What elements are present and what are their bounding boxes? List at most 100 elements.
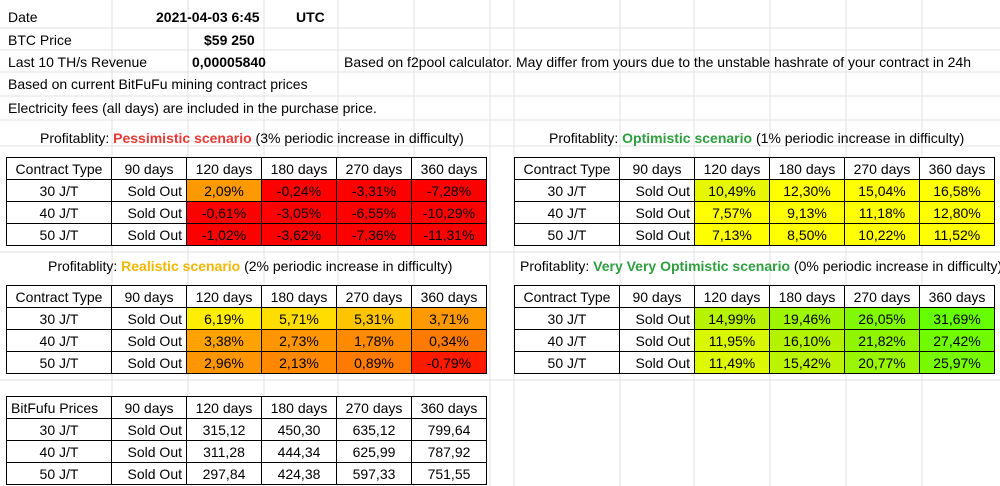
sold-out-cell: Sold Out <box>619 179 695 202</box>
profit-cell: 8,50% <box>769 223 845 246</box>
profit-cell: 26,05% <box>844 307 920 330</box>
btc-price-label: BTC Price <box>8 32 72 48</box>
col-120-days: 120 days <box>186 396 262 419</box>
optimistic-table: Contract Type 90 days 120 days 180 days … <box>514 157 995 246</box>
pessimistic-title: Profitablity: Pessimistic scenario (3% p… <box>40 128 464 148</box>
profit-cell: -3,05% <box>261 201 337 224</box>
contract-type-cell: 50 J/T <box>514 223 620 246</box>
revenue-label: Last 10 TH/s Revenue <box>8 54 148 70</box>
title-suffix: (2% periodic increase in difficulty) <box>240 258 453 274</box>
col-contract-type: Contract Type <box>514 157 620 180</box>
price-cell: 311,28 <box>186 440 262 463</box>
sold-out-cell: Sold Out <box>619 201 695 224</box>
price-cell: 315,12 <box>186 418 262 441</box>
profit-cell: 6,19% <box>186 307 262 330</box>
col-90-days: 90 days <box>111 285 187 308</box>
contract-type-cell: 40 J/T <box>6 440 112 463</box>
profit-cell: 11,49% <box>694 351 770 374</box>
profit-cell: 31,69% <box>919 307 995 330</box>
realistic-title: Profitablity: Realistic scenario (2% per… <box>48 256 452 276</box>
profit-cell: -3,31% <box>336 179 412 202</box>
revenue-note: Based on f2pool calculator. May differ f… <box>344 54 971 70</box>
profit-cell: 5,71% <box>261 307 337 330</box>
col-270-days: 270 days <box>336 396 412 419</box>
price-cell: 787,92 <box>411 440 487 463</box>
contract-type-cell: 40 J/T <box>6 201 112 224</box>
table-row: 30 J/T Sold Out 2,09% -0,24% -3,31% -7,2… <box>6 179 487 202</box>
table-header-row: Contract Type 90 days 120 days 180 days … <box>6 157 487 180</box>
title-prefix: Profitablity: <box>40 130 114 146</box>
profit-cell: 27,42% <box>919 329 995 352</box>
col-360-days: 360 days <box>411 396 487 419</box>
profit-cell: 11,18% <box>844 201 920 224</box>
profit-cell: 12,30% <box>769 179 845 202</box>
table-header-row: Contract Type 90 days 120 days 180 days … <box>514 285 995 308</box>
contract-type-cell: 30 J/T <box>514 307 620 330</box>
col-90-days: 90 days <box>619 285 695 308</box>
col-90-days: 90 days <box>619 157 695 180</box>
title-prefix: Profitablity: <box>549 130 623 146</box>
sold-out-cell: Sold Out <box>111 307 187 330</box>
profit-cell: -10,29% <box>411 201 487 224</box>
prices-table: BitFufu Prices 90 days 120 days 180 days… <box>6 396 487 485</box>
profit-cell: -3,62% <box>261 223 337 246</box>
very-optimistic-title: Profitablity: Very Very Optimistic scena… <box>520 256 1000 276</box>
profit-cell: -0,24% <box>261 179 337 202</box>
table-row: 50 J/T Sold Out 7,13% 8,50% 10,22% 11,52… <box>514 223 995 246</box>
scenario-name: Optimistic scenario <box>622 130 753 146</box>
profit-cell: -7,36% <box>336 223 412 246</box>
pessimistic-table: Contract Type 90 days 120 days 180 days … <box>6 157 487 246</box>
table-row: 50 J/T Sold Out 2,96% 2,13% 0,89% -0,79% <box>6 351 487 374</box>
col-180-days: 180 days <box>261 285 337 308</box>
sold-out-cell: Sold Out <box>111 179 187 202</box>
price-cell: 635,12 <box>336 418 412 441</box>
col-contract-type: Contract Type <box>6 157 112 180</box>
date-label: Date <box>8 9 38 25</box>
profit-cell: 3,71% <box>411 307 487 330</box>
profit-cell: 5,31% <box>336 307 412 330</box>
contract-type-cell: 40 J/T <box>514 329 620 352</box>
col-360-days: 360 days <box>919 157 995 180</box>
title-prefix: Profitablity: <box>520 258 594 274</box>
price-cell: 424,38 <box>261 462 337 485</box>
price-cell: 625,99 <box>336 440 412 463</box>
col-180-days: 180 days <box>769 157 845 180</box>
col-360-days: 360 days <box>411 157 487 180</box>
profit-cell: 15,42% <box>769 351 845 374</box>
title-suffix: (0% periodic increase in difficulty) <box>790 258 1000 274</box>
profit-cell: 7,57% <box>694 201 770 224</box>
col-bitfufu-prices: BitFufu Prices <box>6 396 112 419</box>
sold-out-cell: Sold Out <box>111 351 187 374</box>
col-contract-type: Contract Type <box>514 285 620 308</box>
profit-cell: 25,97% <box>919 351 995 374</box>
profit-cell: 16,10% <box>769 329 845 352</box>
table-row: 30 J/T Sold Out 6,19% 5,71% 5,31% 3,71% <box>6 307 487 330</box>
contract-type-cell: 50 J/T <box>6 351 112 374</box>
col-180-days: 180 days <box>261 396 337 419</box>
profit-cell: 15,04% <box>844 179 920 202</box>
col-270-days: 270 days <box>336 157 412 180</box>
col-90-days: 90 days <box>111 157 187 180</box>
profit-cell: -1,02% <box>186 223 262 246</box>
contract-type-cell: 30 J/T <box>6 179 112 202</box>
sold-out-cell: Sold Out <box>619 307 695 330</box>
profit-cell: 2,73% <box>261 329 337 352</box>
realistic-table: Contract Type 90 days 120 days 180 days … <box>6 285 487 374</box>
profit-cell: 7,13% <box>694 223 770 246</box>
title-suffix: (1% periodic increase in difficulty) <box>752 130 965 146</box>
sold-out-cell: Sold Out <box>111 440 187 463</box>
table-row: 50 J/T Sold Out 297,84 424,38 597,33 751… <box>6 462 487 485</box>
profit-cell: 20,77% <box>844 351 920 374</box>
revenue-value: 0,00005840 <box>192 54 266 70</box>
col-270-days: 270 days <box>336 285 412 308</box>
contract-type-cell: 50 J/T <box>514 351 620 374</box>
col-120-days: 120 days <box>694 285 770 308</box>
profit-cell: 11,95% <box>694 329 770 352</box>
table-header-row: Contract Type 90 days 120 days 180 days … <box>6 285 487 308</box>
title-suffix: (3% periodic increase in difficulty) <box>251 130 464 146</box>
profit-cell: 0,34% <box>411 329 487 352</box>
profit-cell: 2,09% <box>186 179 262 202</box>
profit-cell: -0,79% <box>411 351 487 374</box>
col-120-days: 120 days <box>186 285 262 308</box>
contract-type-cell: 30 J/T <box>6 418 112 441</box>
